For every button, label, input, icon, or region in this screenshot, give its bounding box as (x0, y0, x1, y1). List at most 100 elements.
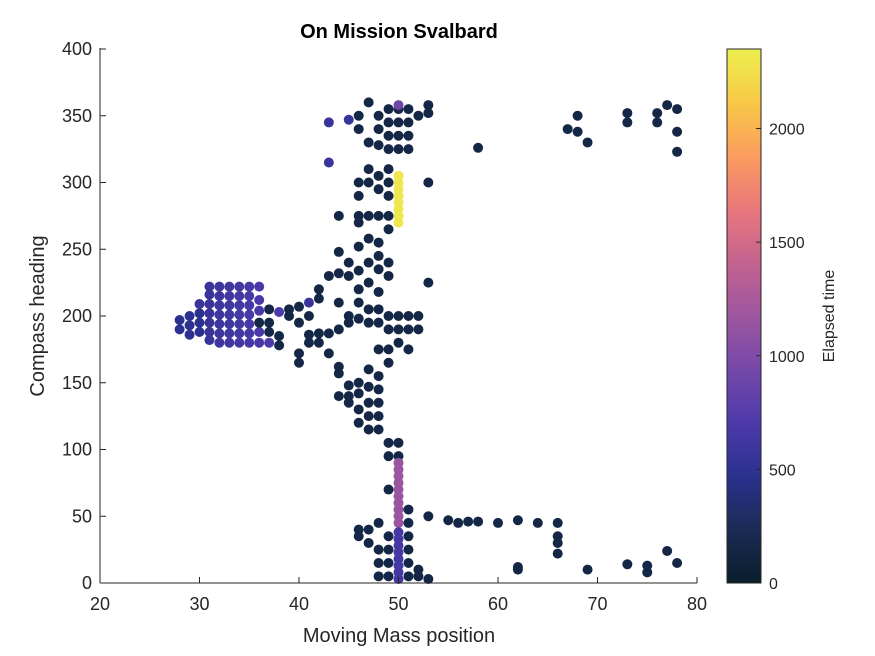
x-axis-label: Moving Mass position (303, 625, 495, 647)
data-point (363, 164, 374, 175)
data-point (622, 108, 633, 119)
data-point (373, 571, 384, 582)
data-point (303, 329, 314, 340)
data-point (672, 146, 683, 157)
data-point (294, 317, 304, 328)
data-point (323, 328, 334, 339)
data-point (234, 309, 245, 320)
data-point (383, 311, 394, 321)
colorbar-label: Elapsed time (821, 270, 838, 363)
data-point (204, 327, 215, 338)
data-point (353, 388, 364, 399)
data-point (383, 451, 394, 462)
y-tick-label: 0 (82, 573, 92, 593)
data-point (383, 324, 394, 335)
data-point (363, 304, 374, 315)
data-point (373, 424, 384, 435)
data-point (373, 210, 384, 221)
data-point (343, 397, 354, 408)
data-point (383, 130, 394, 141)
data-point (284, 304, 295, 315)
data-point (373, 264, 384, 275)
data-point (423, 100, 434, 111)
data-point (403, 571, 414, 582)
y-tick-label: 50 (72, 506, 92, 526)
data-point (254, 294, 265, 305)
data-point (333, 268, 344, 279)
data-point (393, 144, 404, 155)
colorbar-tick-label: 500 (769, 462, 796, 479)
data-point (353, 417, 364, 428)
data-point (423, 177, 434, 188)
data-point (244, 337, 255, 348)
data-point (453, 517, 464, 528)
y-tick-label: 350 (62, 106, 92, 126)
data-point (214, 290, 225, 301)
data-point (353, 177, 364, 188)
data-point (393, 217, 404, 228)
data-point (393, 311, 404, 321)
data-point (473, 516, 484, 527)
data-point (672, 104, 683, 115)
data-point (413, 311, 424, 321)
data-point (204, 335, 215, 346)
data-point (403, 324, 414, 335)
data-point (423, 277, 434, 288)
data-point (274, 340, 285, 351)
data-point (413, 110, 424, 121)
data-point (254, 281, 265, 292)
data-point (403, 344, 414, 355)
data-point (403, 544, 414, 555)
data-point (254, 305, 265, 316)
colorbar-fill (726, 48, 762, 584)
data-point (393, 100, 404, 111)
data-point (532, 517, 543, 528)
data-point (294, 357, 304, 368)
data-point (423, 511, 434, 522)
data-point (383, 117, 394, 128)
data-point (423, 573, 434, 584)
data-point (363, 177, 374, 188)
data-point (244, 328, 255, 339)
data-point (234, 300, 245, 311)
data-point (662, 545, 673, 556)
x-tick-label: 30 (189, 594, 209, 614)
data-point (204, 281, 215, 292)
data-point (184, 320, 195, 331)
data-point (204, 317, 215, 328)
data-point (373, 184, 384, 195)
data-point (373, 250, 384, 261)
data-point (582, 137, 593, 148)
data-point (333, 246, 344, 257)
data-point (363, 277, 374, 288)
data-point (403, 104, 414, 115)
colorbar-ticks: 0 500 1000 1500 2000 (756, 122, 805, 593)
y-tick-label: 250 (62, 239, 92, 259)
data-point (353, 377, 364, 388)
data-point (393, 517, 404, 528)
data-point (333, 324, 344, 335)
data-point (373, 124, 384, 135)
data-point (672, 126, 683, 137)
data-point (383, 571, 394, 582)
y-tick-label: 200 (62, 306, 92, 326)
colorbar-tick-label: 1500 (769, 235, 805, 252)
data-point (323, 270, 334, 281)
data-point (254, 327, 265, 338)
data-point (383, 177, 394, 188)
data-point (214, 337, 225, 348)
data-point (373, 384, 384, 395)
data-point (234, 328, 245, 339)
data-point (373, 110, 384, 121)
data-point (373, 544, 384, 555)
data-point (403, 557, 414, 568)
data-point (363, 257, 374, 268)
x-tick-label: 70 (587, 594, 607, 614)
data-point (512, 515, 523, 526)
x-tick-label: 60 (488, 594, 508, 614)
data-point (353, 297, 364, 308)
colorbar-tick-label: 1000 (769, 349, 805, 366)
data-point (184, 311, 195, 321)
data-point (194, 327, 205, 338)
data-point (204, 289, 215, 300)
